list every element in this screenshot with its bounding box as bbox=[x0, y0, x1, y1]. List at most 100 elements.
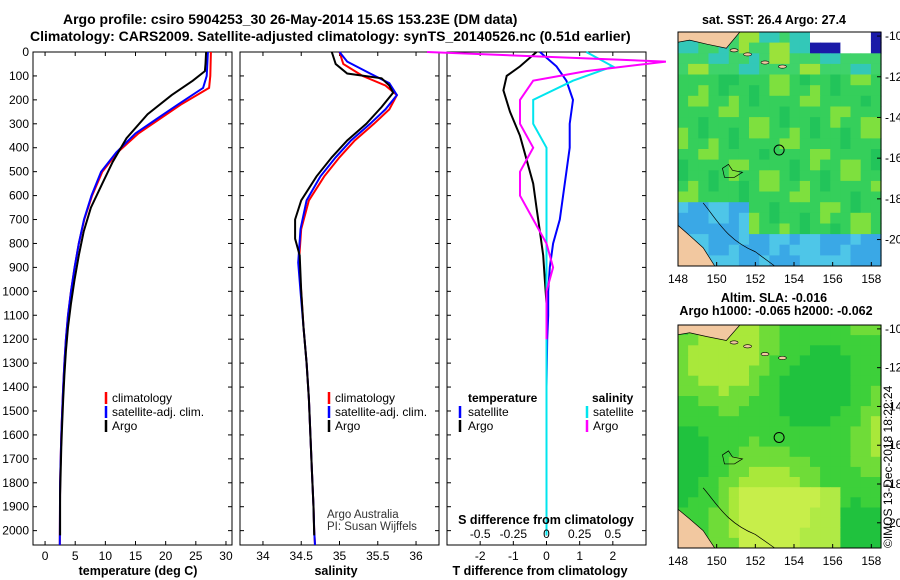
map-cell bbox=[830, 255, 841, 267]
map-cell bbox=[718, 385, 730, 397]
map-cell bbox=[779, 244, 791, 256]
island bbox=[778, 356, 787, 360]
map-cell bbox=[728, 497, 740, 508]
map-cell bbox=[779, 537, 791, 549]
map-cell bbox=[799, 406, 811, 417]
map-cell bbox=[870, 507, 882, 519]
map-cell bbox=[738, 234, 750, 246]
map-cell bbox=[860, 255, 872, 267]
map-cell bbox=[738, 416, 750, 427]
map-cell bbox=[738, 507, 750, 519]
map-cell bbox=[759, 244, 770, 256]
map-cell bbox=[789, 63, 801, 75]
map-cell bbox=[810, 159, 821, 171]
map-cell bbox=[799, 446, 811, 458]
map-cell bbox=[779, 138, 791, 150]
x-tick-label: 156 bbox=[823, 554, 843, 568]
map-cell bbox=[810, 170, 821, 182]
map-cell bbox=[759, 223, 770, 235]
map-cell bbox=[698, 436, 709, 448]
map-cell bbox=[749, 365, 760, 377]
reef-outline bbox=[722, 163, 744, 178]
credit-text: ©IMOS 13-Dec-2018 18:22:24 bbox=[881, 385, 895, 548]
map-cell bbox=[799, 138, 811, 150]
map-cell bbox=[820, 32, 831, 44]
map-cell bbox=[820, 170, 831, 182]
map-cell bbox=[769, 517, 781, 529]
map-cell bbox=[820, 191, 831, 203]
map-cell bbox=[759, 180, 770, 192]
map-cell bbox=[698, 416, 709, 427]
map-cell bbox=[870, 487, 882, 498]
map-cell bbox=[789, 497, 801, 508]
map-cell bbox=[708, 436, 720, 448]
map-cell bbox=[860, 456, 872, 468]
depth-tick-label: 1600 bbox=[2, 428, 29, 442]
map-cell bbox=[870, 436, 882, 448]
island bbox=[760, 352, 770, 356]
map-cell bbox=[678, 507, 689, 519]
map-cell bbox=[799, 53, 811, 65]
map-cell bbox=[769, 85, 781, 97]
x-tick-label: 10 bbox=[99, 549, 113, 563]
map-cell bbox=[769, 212, 781, 224]
map-cell bbox=[728, 191, 740, 203]
map-cell bbox=[749, 335, 760, 346]
map-cell bbox=[840, 436, 852, 448]
map-cell bbox=[789, 74, 801, 86]
map-cell bbox=[769, 244, 781, 256]
map-cell bbox=[678, 355, 689, 366]
map-cell bbox=[759, 202, 770, 214]
map-cell bbox=[779, 355, 791, 366]
map-cell bbox=[840, 42, 852, 54]
map-cell bbox=[728, 456, 740, 468]
map-cell bbox=[698, 406, 709, 417]
map-cell bbox=[810, 487, 821, 498]
map-cell bbox=[759, 406, 770, 417]
map-cell bbox=[688, 53, 699, 65]
map-cell bbox=[728, 170, 740, 182]
map-cell bbox=[840, 446, 852, 458]
plot-frame bbox=[239, 51, 440, 546]
map-cell bbox=[698, 106, 709, 118]
x-tick-label: 0 bbox=[543, 549, 550, 563]
map-cell bbox=[698, 396, 709, 407]
x-tick-label: 152 bbox=[745, 272, 765, 286]
map-cell bbox=[840, 149, 852, 161]
map-cell bbox=[678, 53, 689, 65]
map-cell bbox=[799, 74, 811, 86]
map-cell bbox=[850, 426, 862, 437]
map-cell bbox=[840, 74, 852, 86]
map-cell bbox=[769, 446, 781, 458]
top-x-tick-label: -0.5 bbox=[470, 527, 491, 541]
map-cell bbox=[718, 138, 730, 150]
map-cell bbox=[860, 477, 872, 488]
top-x-tick-label: 0.25 bbox=[568, 527, 592, 541]
map-cell bbox=[698, 63, 709, 75]
map-cell bbox=[769, 234, 781, 246]
map-cell bbox=[779, 180, 791, 192]
map-cell bbox=[718, 375, 730, 387]
x-tick-label: 2 bbox=[609, 549, 616, 563]
map-cell bbox=[789, 159, 801, 171]
map-cell bbox=[708, 527, 720, 539]
map-cell bbox=[678, 63, 689, 75]
map-cell bbox=[789, 446, 801, 458]
map-cell bbox=[738, 138, 750, 150]
map-cell bbox=[850, 365, 862, 377]
map-frame bbox=[677, 31, 882, 267]
map-cell bbox=[840, 355, 852, 366]
map-cell bbox=[830, 234, 841, 246]
map-cell bbox=[799, 32, 811, 44]
map-cell bbox=[688, 497, 699, 508]
map-cell bbox=[820, 159, 831, 171]
map-cell bbox=[820, 223, 831, 235]
map-cell bbox=[840, 212, 852, 224]
map-cell bbox=[738, 191, 750, 203]
map-cell bbox=[789, 212, 801, 224]
map-cell bbox=[789, 106, 801, 118]
map-cell bbox=[870, 74, 882, 86]
map-cell bbox=[769, 255, 781, 267]
map-cell bbox=[749, 416, 760, 427]
map-cell bbox=[738, 365, 750, 377]
